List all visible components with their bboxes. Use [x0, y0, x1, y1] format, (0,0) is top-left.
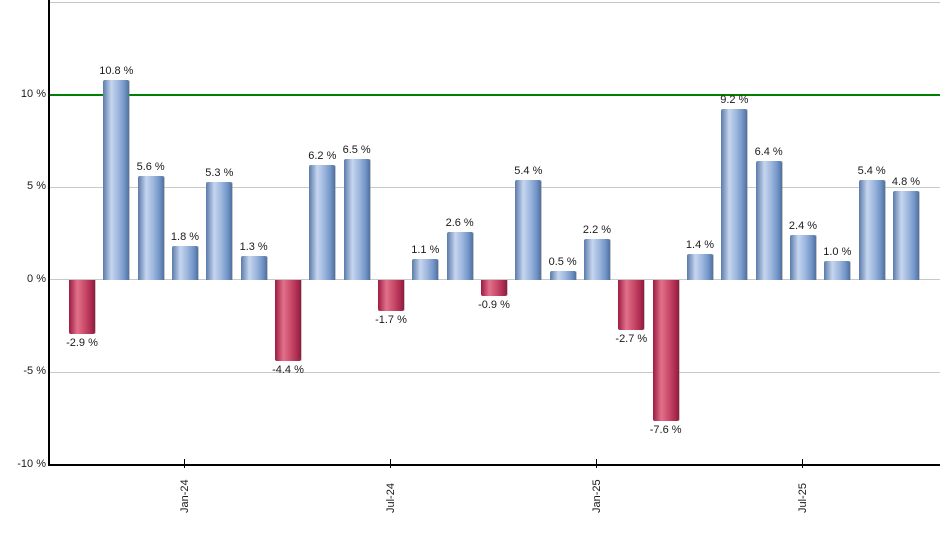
plot-area: -2.9 % 10.8 % 5.6 % 1.8 % 5.3 % 1.3 % -4.4 % 6.… — [50, 2, 940, 466]
bar-value-label: -0.9 % — [478, 299, 510, 312]
y-tick-label: 10 % — [20, 87, 46, 100]
bar-9 — [377, 279, 404, 312]
y-axis-line — [48, 0, 50, 466]
bar-2 — [137, 176, 164, 280]
y-tick-label: 0 % — [27, 272, 46, 285]
y-tick-label: -5 % — [23, 365, 46, 378]
x-tick-label: Jul-25 — [796, 483, 809, 513]
bar-1 — [103, 79, 130, 280]
bar-value-label: 1.4 % — [685, 238, 715, 251]
bar-16 — [618, 279, 645, 330]
bar-13 — [515, 179, 542, 280]
bar-value-label: 5.4 % — [857, 164, 886, 177]
x-tick — [184, 459, 186, 468]
bar-15 — [583, 239, 610, 280]
bar-6 — [274, 279, 301, 362]
bar-23 — [858, 179, 885, 280]
x-tick-label: Jan-24 — [178, 479, 191, 513]
bar-22 — [824, 261, 851, 280]
bar-17 — [652, 279, 679, 421]
bar-11 — [446, 231, 473, 280]
bar-value-label: 10.8 % — [99, 64, 134, 77]
bar-value-label: 5.4 % — [514, 164, 543, 177]
bar-value-label: 0.5 % — [548, 255, 577, 268]
x-axis-line — [48, 464, 940, 466]
y-tick-label: 5 % — [27, 180, 46, 193]
x-tick-label: Jul-24 — [384, 483, 397, 513]
x-tick — [596, 459, 598, 468]
bar-value-label: 6.5 % — [342, 144, 371, 157]
bar-value-label: 6.4 % — [754, 146, 783, 159]
bar-value-label: 6.2 % — [308, 149, 337, 162]
plot-top-border — [50, 2, 940, 3]
bar-8 — [343, 159, 370, 280]
bar-5 — [240, 255, 267, 280]
bar-20 — [755, 161, 782, 280]
bar-value-label: 1.3 % — [239, 240, 268, 253]
x-tick — [390, 459, 392, 468]
bar-3 — [171, 246, 198, 280]
bar-value-label: 9.2 % — [720, 94, 749, 107]
bar-value-label: 2.6 % — [445, 216, 474, 229]
x-tick-label: Jan-25 — [590, 479, 603, 513]
bar-0 — [69, 279, 95, 334]
bar-value-label: 1.0 % — [823, 246, 852, 259]
bar-value-label: 1.1 % — [411, 244, 440, 257]
bar-value-label: 5.6 % — [136, 161, 165, 174]
bar-24 — [892, 190, 919, 280]
bar-7 — [309, 164, 336, 280]
x-tick — [802, 459, 804, 468]
bar-value-label: 1.8 % — [170, 231, 200, 244]
bar-18 — [686, 253, 713, 280]
bar-value-label: -1.7 % — [375, 314, 407, 327]
bar-12 — [480, 279, 507, 297]
reference-line-10pct — [50, 93, 940, 96]
bar-4 — [206, 181, 233, 280]
bar-value-label: 4.8 % — [891, 175, 921, 188]
bar-10 — [412, 259, 439, 280]
bar-value-label: -2.7 % — [615, 332, 648, 345]
y-tick-label: -10 % — [17, 458, 46, 470]
bar-19 — [721, 109, 748, 280]
bar-value-label: 2.4 % — [788, 220, 818, 233]
bar-value-label: -4.4 % — [272, 364, 304, 377]
bar-value-label: 5.3 % — [205, 166, 234, 179]
bar-value-label: 2.2 % — [582, 224, 612, 237]
gridline--5 — [50, 371, 940, 373]
bar-value-label: -2.9 % — [66, 336, 98, 349]
bar-21 — [789, 235, 816, 280]
bar-value-label: -7.6 % — [649, 423, 682, 436]
gridline-5 — [50, 186, 940, 188]
bar-14 — [549, 270, 576, 280]
